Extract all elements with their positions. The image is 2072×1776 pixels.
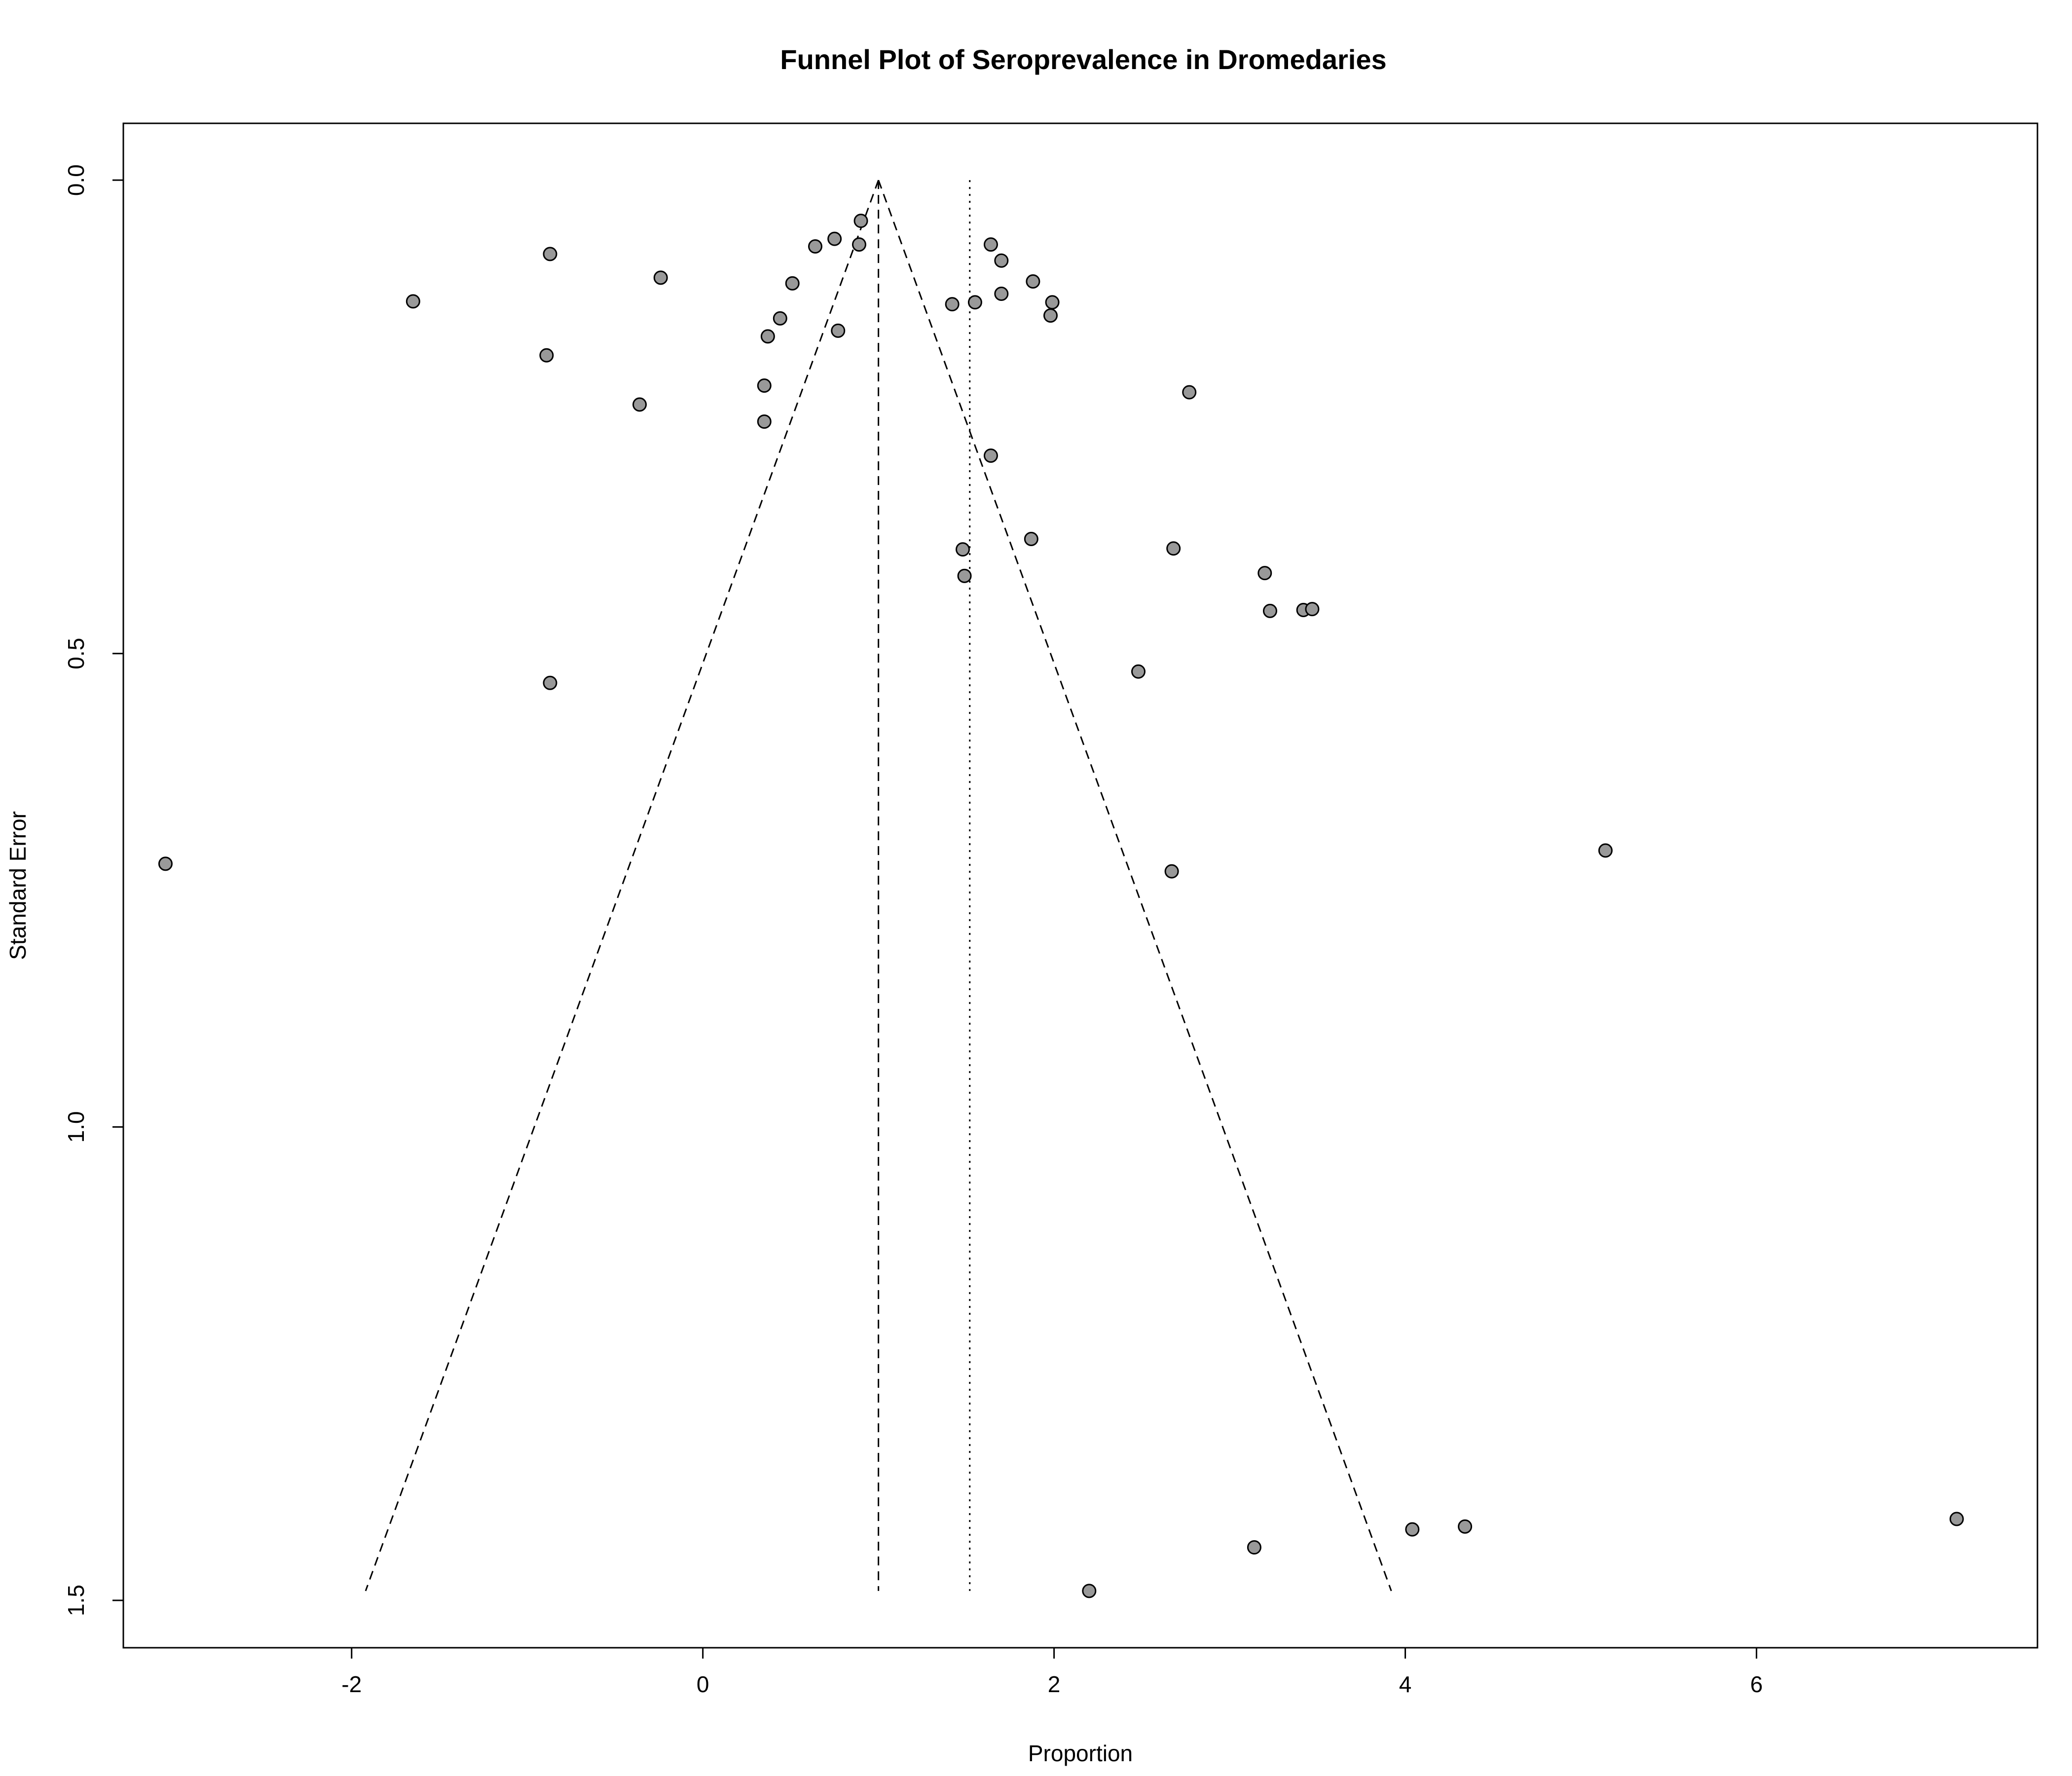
data-point xyxy=(1458,1519,1473,1534)
data-point xyxy=(773,311,787,326)
data-point xyxy=(1598,843,1613,858)
funnel-left-boundary xyxy=(365,180,880,1591)
data-point xyxy=(808,239,822,254)
x-axis-label: Proportion xyxy=(1028,1740,1133,1766)
y-tick-label: 0.5 xyxy=(63,638,89,669)
data-point xyxy=(1082,1584,1097,1598)
data-point xyxy=(539,348,554,363)
x-axis: -2 0 2 4 6 xyxy=(341,1647,1763,1697)
data-point xyxy=(853,214,868,228)
data-point xyxy=(1182,385,1197,400)
data-point xyxy=(1949,1512,1964,1526)
funnel-group xyxy=(365,180,1392,1591)
data-point xyxy=(406,294,420,309)
data-point xyxy=(757,414,772,429)
data-point xyxy=(543,675,557,690)
data-point xyxy=(994,286,1009,301)
data-point xyxy=(760,329,775,344)
x-tick-label: 2 xyxy=(1048,1671,1061,1697)
data-point xyxy=(1043,308,1058,323)
data-point xyxy=(1305,602,1320,617)
data-point xyxy=(983,448,998,463)
x-tick-label: -2 xyxy=(341,1671,362,1697)
y-tick-label: 0.0 xyxy=(63,164,89,196)
chart-title: Funnel Plot of Seroprevalence in Dromeda… xyxy=(780,44,1386,75)
x-tick-label: 6 xyxy=(1750,1671,1763,1697)
data-point xyxy=(653,270,668,285)
data-point xyxy=(1258,566,1272,581)
data-point xyxy=(1131,664,1146,679)
data-point xyxy=(1166,541,1181,556)
data-point xyxy=(1024,532,1038,547)
x-tick-label: 4 xyxy=(1399,1671,1412,1697)
data-point xyxy=(757,378,772,393)
data-point xyxy=(1262,603,1277,618)
data-point xyxy=(956,542,970,557)
data-point xyxy=(1045,295,1060,310)
data-point xyxy=(158,856,173,871)
data-point xyxy=(1247,1540,1261,1555)
plot-frame xyxy=(122,122,2038,1649)
data-point xyxy=(632,397,647,412)
data-point xyxy=(785,276,800,291)
data-point xyxy=(827,231,842,246)
y-tick-label: 1.0 xyxy=(63,1111,89,1143)
x-tick-label: 0 xyxy=(697,1671,709,1697)
data-point xyxy=(543,247,557,261)
data-point xyxy=(945,297,960,312)
data-point xyxy=(983,237,998,252)
data-point xyxy=(851,237,866,252)
data-point xyxy=(831,323,846,338)
y-axis: 0.0 0.5 1.0 1.5 xyxy=(63,164,124,1616)
data-point xyxy=(1164,864,1179,879)
data-point xyxy=(1026,274,1040,289)
y-tick-label: 1.5 xyxy=(63,1585,89,1616)
data-point xyxy=(994,253,1009,268)
data-point xyxy=(957,568,972,583)
data-point xyxy=(1405,1522,1420,1537)
data-point xyxy=(967,295,982,310)
data-points xyxy=(158,214,1964,1598)
y-axis-label: Standard Error xyxy=(5,811,31,960)
funnel-right-boundary xyxy=(878,180,1392,1591)
